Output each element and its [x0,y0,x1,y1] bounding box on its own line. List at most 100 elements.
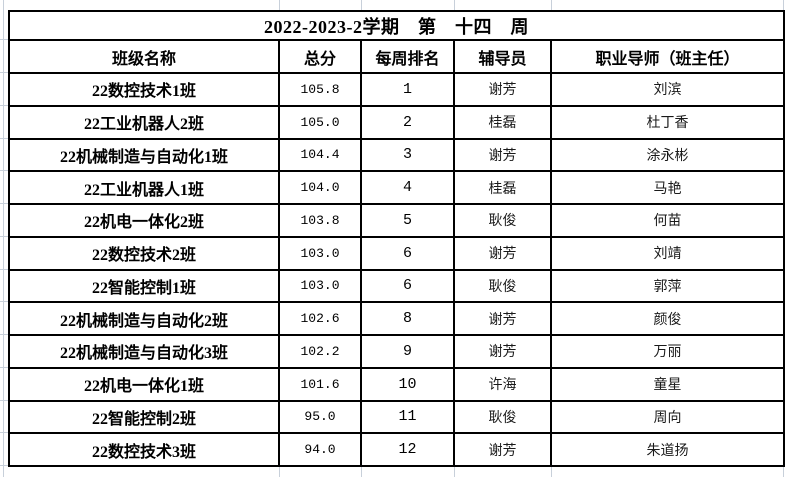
counselor-cell[interactable]: 许海 [453,366,552,402]
table-row: 22智能控制1班 103.0 6 耿俊 郭萍 [8,268,786,304]
score-cell[interactable]: 102.6 [278,301,362,336]
gridline-stub [279,0,280,10]
mentor-cell[interactable]: 涂永彬 [549,137,786,173]
header-row: 班级名称 总分 每周排名 辅导员 职业导师（班主任） [8,39,786,74]
mentor-cell[interactable]: 童星 [549,366,786,402]
class-cell[interactable]: 22数控技术2班 [8,235,280,271]
class-cell[interactable]: 22机械制造与自动化1班 [8,137,280,173]
table-row: 22机械制造与自动化3班 102.2 9 谢芳 万丽 [8,334,786,369]
gridline-stub [454,0,455,10]
class-cell[interactable]: 22智能控制1班 [8,268,280,304]
column-header-counselor[interactable]: 辅导员 [453,39,552,74]
score-cell[interactable]: 94.0 [278,432,362,467]
score-cell[interactable]: 103.0 [278,268,362,304]
gridline-stub [0,301,8,302]
class-cell[interactable]: 22机械制造与自动化3班 [8,334,280,369]
table-row: 22数控技术2班 103.0 6 谢芳 刘靖 [8,235,786,271]
rank-cell[interactable]: 8 [360,301,455,336]
counselor-cell[interactable]: 谢芳 [453,72,552,107]
gridline-stub [0,432,8,433]
class-cell[interactable]: 22机电一体化2班 [8,203,280,238]
score-cell[interactable]: 103.8 [278,203,362,238]
rank-cell[interactable]: 3 [360,137,455,173]
weekly-ranking-table: 2022-2023-2学期 第 十四 周 班级名称 总分 每周排名 辅导员 职业导师（班… [7,10,786,467]
table-row: 22数控技术1班 105.8 1 谢芳 刘滨 [8,72,786,107]
gridline-stub [0,236,8,237]
gridline-stub [0,39,8,40]
column-header-rank[interactable]: 每周排名 [360,39,455,74]
table-row: 22工业机器人2班 105.0 2 桂磊 杜丁香 [8,104,786,140]
gridline-stub [551,0,552,10]
rank-cell[interactable]: 6 [360,268,455,304]
gridline-stub [0,334,8,335]
column-header-score[interactable]: 总分 [278,39,362,74]
table-row: 22数控技术3班 94.0 12 谢芳 朱道扬 [8,432,786,467]
mentor-cell[interactable]: 刘滨 [549,72,786,107]
gridline-stub [0,465,8,466]
table-row: 22机电一体化2班 103.8 5 耿俊 何苗 [8,203,786,238]
score-cell[interactable]: 95.0 [278,399,362,435]
class-cell[interactable]: 22智能控制2班 [8,399,280,435]
table-row: 22机械制造与自动化2班 102.6 8 谢芳 颜俊 [8,301,786,336]
score-cell[interactable]: 104.4 [278,137,362,173]
gridline-stub [361,0,362,10]
class-cell[interactable]: 22机电一体化1班 [8,366,280,402]
mentor-cell[interactable]: 何苗 [549,203,786,238]
mentor-cell[interactable]: 刘靖 [549,235,786,271]
gridline-stub [279,467,280,477]
mentor-cell[interactable]: 马艳 [549,170,786,205]
mentor-cell[interactable]: 杜丁香 [549,104,786,140]
rank-cell[interactable]: 1 [360,72,455,107]
gridline-stub [454,467,455,477]
class-cell[interactable]: 22机械制造与自动化2班 [8,301,280,336]
gridline-stub [783,467,784,477]
counselor-cell[interactable]: 耿俊 [453,268,552,304]
mentor-cell[interactable]: 万丽 [549,334,786,369]
title-row: 2022-2023-2学期 第 十四 周 [7,10,786,41]
gridline-stub [783,0,784,10]
score-cell[interactable]: 102.2 [278,334,362,369]
table-row: 22智能控制2班 95.0 11 耿俊 周向 [8,399,786,435]
score-cell[interactable]: 105.0 [278,104,362,140]
gridline-stub [0,138,8,139]
score-cell[interactable]: 104.0 [278,170,362,205]
gridline-stub [0,400,8,401]
mentor-cell[interactable]: 郭萍 [549,268,786,304]
score-cell[interactable]: 103.0 [278,235,362,271]
gridline-stub [551,467,552,477]
rank-cell[interactable]: 12 [360,432,455,467]
rank-cell[interactable]: 10 [360,366,455,402]
gridline-stub [0,367,8,368]
score-cell[interactable]: 105.8 [278,72,362,107]
rank-cell[interactable]: 6 [360,235,455,271]
mentor-cell[interactable]: 周向 [549,399,786,435]
counselor-cell[interactable]: 谢芳 [453,137,552,173]
class-cell[interactable]: 22工业机器人1班 [8,170,280,205]
column-header-mentor[interactable]: 职业导师（班主任） [549,39,786,74]
table-row: 22机电一体化1班 101.6 10 许海 童星 [8,366,786,402]
score-cell[interactable]: 101.6 [278,366,362,402]
mentor-cell[interactable]: 颜俊 [549,301,786,336]
rank-cell[interactable]: 2 [360,104,455,140]
counselor-cell[interactable]: 谢芳 [453,432,552,467]
class-cell[interactable]: 22数控技术3班 [8,432,280,467]
gridline-stub [0,72,8,73]
counselor-cell[interactable]: 耿俊 [453,399,552,435]
table-row: 22机械制造与自动化1班 104.4 3 谢芳 涂永彬 [8,137,786,173]
counselor-cell[interactable]: 谢芳 [453,301,552,336]
column-header-class[interactable]: 班级名称 [8,39,280,74]
table-title[interactable]: 2022-2023-2学期 第 十四 周 [7,10,786,41]
rank-cell[interactable]: 4 [360,170,455,205]
counselor-cell[interactable]: 耿俊 [453,203,552,238]
rank-cell[interactable]: 5 [360,203,455,238]
counselor-cell[interactable]: 谢芳 [453,235,552,271]
class-cell[interactable]: 22数控技术1班 [8,72,280,107]
rank-cell[interactable]: 11 [360,399,455,435]
class-cell[interactable]: 22工业机器人2班 [8,104,280,140]
counselor-cell[interactable]: 桂磊 [453,104,552,140]
counselor-cell[interactable]: 桂磊 [453,170,552,205]
rank-cell[interactable]: 9 [360,334,455,369]
mentor-cell[interactable]: 朱道扬 [549,432,786,467]
counselor-cell[interactable]: 谢芳 [453,334,552,369]
